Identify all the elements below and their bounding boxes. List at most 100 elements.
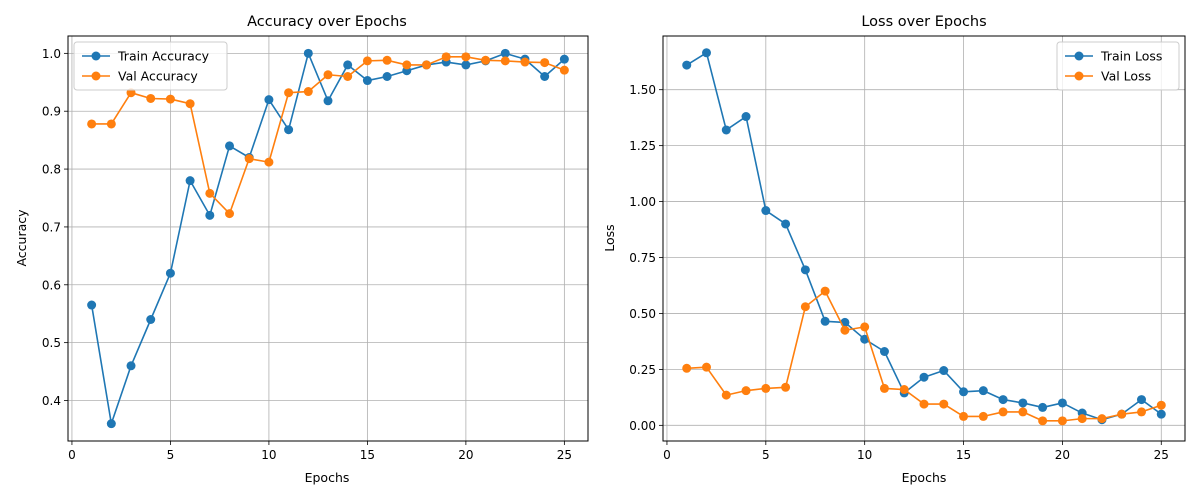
data-point-train-accuracy bbox=[323, 96, 333, 106]
data-point-val-loss bbox=[939, 399, 949, 409]
data-point-train-accuracy bbox=[106, 419, 116, 429]
x-tick-label: 15 bbox=[956, 448, 971, 462]
x-tick-label: 10 bbox=[857, 448, 872, 462]
x-tick-label: 10 bbox=[261, 448, 276, 462]
legend-marker bbox=[1074, 51, 1084, 61]
legend-marker bbox=[1074, 71, 1084, 81]
y-tick-label: 1.0 bbox=[42, 47, 61, 61]
x-tick-label: 20 bbox=[458, 448, 473, 462]
data-point-val-accuracy bbox=[225, 209, 235, 219]
data-point-val-accuracy bbox=[382, 55, 392, 65]
data-point-val-accuracy bbox=[264, 157, 274, 167]
y-tick-label: 0.25 bbox=[629, 363, 656, 377]
data-point-train-loss bbox=[1137, 395, 1146, 405]
data-point-val-loss bbox=[879, 383, 889, 393]
data-point-val-accuracy bbox=[441, 52, 451, 62]
data-point-val-accuracy bbox=[559, 65, 569, 75]
x-tick-label: 25 bbox=[557, 448, 572, 462]
tick-layer: 0 5 10 15 20 25 0.00 0.25 0.50 0.75 1.00 1.25 1.50 bbox=[629, 83, 1169, 462]
data-point-val-accuracy bbox=[323, 70, 333, 80]
data-point-train-loss bbox=[860, 334, 870, 344]
data-point-val-loss bbox=[1097, 414, 1107, 424]
data-point-val-loss bbox=[1018, 407, 1028, 417]
data-point-val-accuracy bbox=[481, 55, 491, 65]
data-point-train-accuracy bbox=[284, 125, 294, 135]
data-point-val-loss bbox=[761, 383, 771, 393]
data-point-train-accuracy bbox=[461, 60, 471, 70]
legend-entry-val-accuracy: Val Accuracy bbox=[82, 69, 198, 84]
series-val-accuracy bbox=[87, 52, 569, 219]
data-point-val-accuracy bbox=[205, 188, 215, 198]
legend-box bbox=[1056, 41, 1180, 91]
accuracy-chart: Accuracy over Epochs Epochs Accuracy 0 5 1… bbox=[14, 14, 589, 485]
data-point-train-accuracy bbox=[540, 72, 550, 81]
x-axis-label: Epochs bbox=[902, 470, 947, 485]
data-point-val-loss bbox=[702, 362, 711, 372]
data-point-val-loss bbox=[1077, 414, 1087, 424]
data-point-train-loss bbox=[682, 60, 692, 70]
data-point-val-loss bbox=[721, 390, 731, 400]
data-point-train-loss bbox=[820, 316, 830, 326]
data-point-val-accuracy bbox=[284, 88, 294, 98]
data-point-train-accuracy bbox=[165, 268, 175, 278]
y-tick-label: 0.6 bbox=[42, 278, 61, 292]
y-tick-label: 1.25 bbox=[629, 139, 656, 153]
data-point-val-accuracy bbox=[87, 119, 97, 129]
data-point-train-loss bbox=[721, 125, 731, 135]
y-tick-label: 0.8 bbox=[42, 163, 61, 177]
data-point-val-loss bbox=[1117, 409, 1127, 419]
data-point-train-accuracy bbox=[87, 300, 97, 310]
data-point-train-accuracy bbox=[126, 361, 136, 371]
legend-entry-train-loss: Train Loss bbox=[1065, 49, 1162, 64]
legend-marker bbox=[91, 71, 101, 81]
legend-marker bbox=[91, 51, 101, 61]
data-point-val-loss bbox=[978, 411, 988, 421]
data-point-val-accuracy bbox=[146, 93, 156, 103]
data-point-train-accuracy bbox=[185, 176, 195, 186]
data-point-val-accuracy bbox=[421, 60, 431, 70]
data-point-val-loss bbox=[959, 411, 969, 421]
data-point-val-accuracy bbox=[303, 87, 313, 97]
data-point-train-loss bbox=[1057, 398, 1067, 408]
data-point-train-loss bbox=[919, 372, 929, 382]
x-axis-label: Epochs bbox=[305, 470, 350, 485]
y-axis-label: Accuracy bbox=[14, 209, 29, 267]
data-point-val-accuracy bbox=[402, 60, 412, 70]
data-point-val-loss bbox=[682, 363, 692, 373]
y-tick-label: 0.4 bbox=[42, 394, 61, 408]
data-point-val-accuracy bbox=[500, 56, 510, 66]
data-point-val-accuracy bbox=[520, 57, 530, 67]
data-point-val-loss bbox=[1156, 400, 1166, 410]
data-point-train-accuracy bbox=[343, 60, 353, 70]
x-tick-label: 25 bbox=[1154, 448, 1169, 462]
x-tick-label: 5 bbox=[762, 448, 770, 462]
y-tick-label: 0.50 bbox=[629, 307, 656, 321]
loss-chart: Loss over Epochs Epochs Loss 0 5 10 15 20 250… bbox=[602, 14, 1186, 485]
data-point-train-loss bbox=[761, 206, 771, 216]
data-point-val-loss bbox=[1137, 407, 1146, 417]
data-point-train-loss bbox=[978, 386, 988, 396]
y-tick-label: 0.9 bbox=[42, 105, 61, 119]
plot-area-frame bbox=[662, 35, 1186, 442]
data-point-train-accuracy bbox=[146, 315, 156, 324]
tick-layer: 0 5 10 15 20 25 0.4 0.5 0.6 0.7 0.8 0.9 1.0 bbox=[42, 47, 572, 462]
legend: Train Accuracy Val Accuracy bbox=[73, 41, 228, 91]
plot-area-frame bbox=[67, 35, 589, 442]
data-point-val-accuracy bbox=[540, 58, 550, 68]
legend-entry-train-accuracy: Train Accuracy bbox=[82, 49, 210, 64]
data-point-train-loss bbox=[702, 48, 711, 58]
data-point-train-accuracy bbox=[225, 141, 235, 151]
data-point-train-accuracy bbox=[205, 210, 215, 220]
data-point-train-accuracy bbox=[559, 54, 569, 64]
y-tick-label: 1.50 bbox=[629, 83, 656, 97]
y-tick-label: 0.00 bbox=[629, 419, 656, 433]
y-tick-label: 0.75 bbox=[629, 251, 656, 265]
y-tick-label: 0.7 bbox=[42, 220, 61, 234]
x-tick-label: 15 bbox=[360, 448, 375, 462]
data-point-val-loss bbox=[1057, 416, 1067, 426]
data-point-val-loss bbox=[741, 386, 751, 396]
legend-label: Train Accuracy bbox=[117, 49, 210, 64]
data-point-train-accuracy bbox=[264, 95, 274, 105]
chart-title: Loss over Epochs bbox=[861, 14, 986, 30]
